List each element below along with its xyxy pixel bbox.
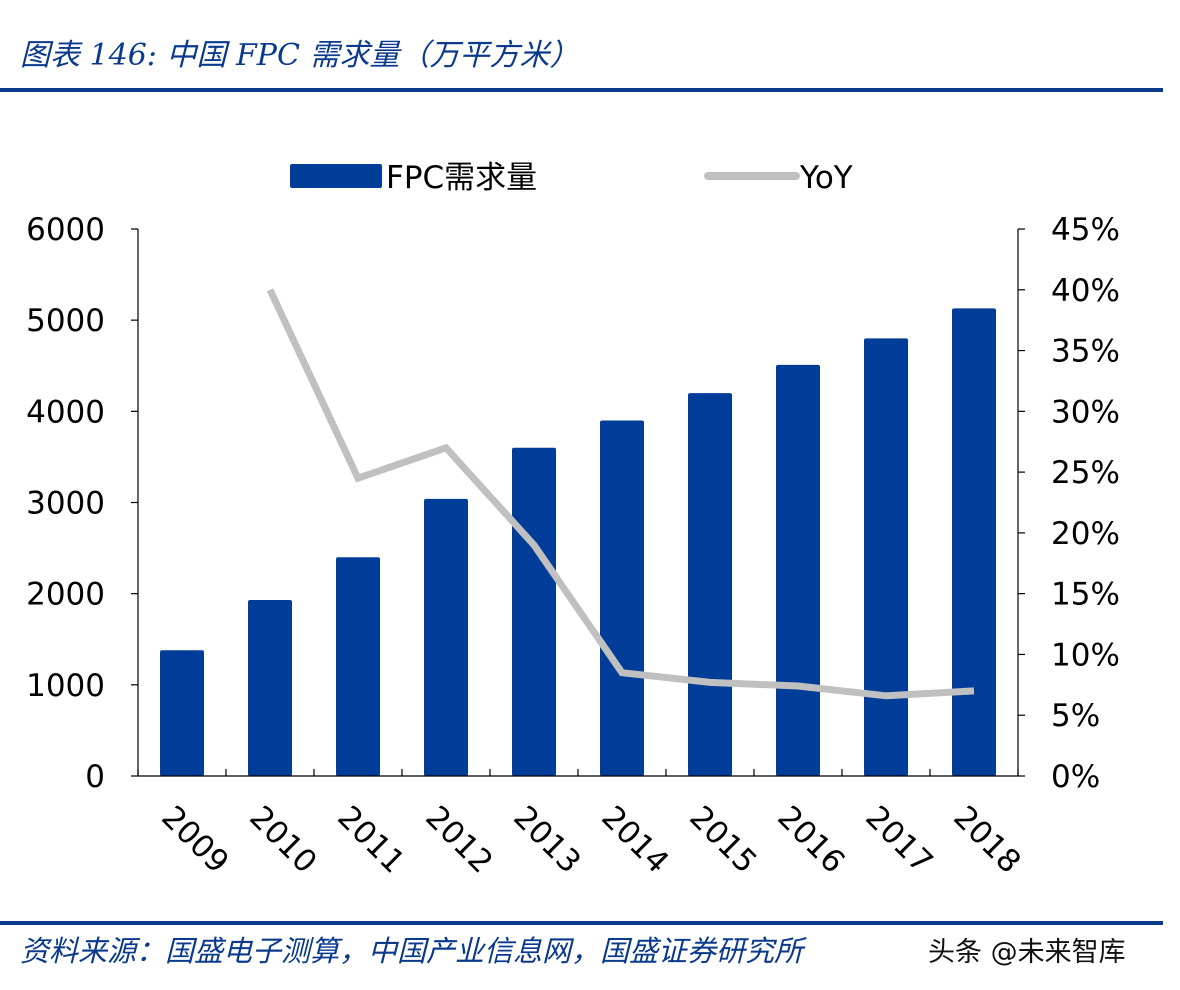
- bar-2015: [688, 393, 732, 776]
- y-right-tick-label: 15%: [1051, 577, 1120, 613]
- y-right-tick-label: 0%: [1051, 759, 1100, 795]
- yoy-line-series: [266, 288, 975, 700]
- bar-2011: [336, 557, 380, 776]
- y-left-tick-label: 1000: [26, 668, 105, 704]
- x-tick-label-2009: 2009: [154, 799, 235, 880]
- bottom-rule: [0, 921, 1163, 925]
- source-note: 资料来源：国盛电子测算，中国产业信息网，国盛证券研究所: [20, 934, 804, 968]
- x-tick-label-2017: 2017: [858, 799, 939, 880]
- x-tick-label-2018: 2018: [946, 799, 1027, 880]
- y-left-tick-label: 6000: [26, 212, 105, 248]
- bar-2016: [776, 364, 820, 776]
- bar-2017: [864, 338, 908, 776]
- bar-2018: [952, 308, 996, 776]
- y-left-tick-label: 2000: [26, 577, 105, 613]
- x-tick-label-2016: 2016: [770, 799, 851, 880]
- bar-2014: [600, 420, 644, 776]
- bar-2009: [160, 650, 204, 776]
- x-tick-label-2015: 2015: [682, 799, 763, 880]
- y-right-tick-label: 40%: [1051, 273, 1120, 309]
- x-tick-label-2012: 2012: [418, 799, 499, 880]
- chart-title: 图表 146: 中国 FPC 需求量（万平方米）: [20, 38, 580, 73]
- y-right-tick-label: 30%: [1051, 394, 1120, 430]
- y-left-tick-label: 5000: [26, 303, 105, 339]
- bar-2013: [512, 447, 556, 776]
- x-tick-label-2011: 2011: [330, 799, 411, 880]
- legend-swatch-bar: [290, 164, 382, 188]
- top-rule: [0, 88, 1163, 92]
- y-right-tick-label: 35%: [1051, 334, 1120, 370]
- watermark: 头条 @未来智库: [928, 937, 1126, 968]
- y-right-tick-label: 20%: [1051, 516, 1120, 552]
- bar-series: [160, 308, 996, 776]
- y-right-tick-label: 5%: [1051, 698, 1100, 734]
- bar-2012: [424, 498, 468, 776]
- bar-2010: [248, 600, 292, 776]
- y-left-tick-label: 3000: [26, 486, 105, 522]
- x-tick-label-2010: 2010: [242, 799, 323, 880]
- legend-label-bar: FPC需求量: [386, 160, 537, 196]
- x-tick-label-2013: 2013: [506, 799, 587, 880]
- y-left-tick-label: 4000: [26, 394, 105, 430]
- y-right-tick-label: 45%: [1051, 212, 1120, 248]
- y-right-tick-label: 10%: [1051, 637, 1120, 673]
- x-tick-label-2014: 2014: [594, 799, 675, 880]
- legend: FPC需求量 YoY: [290, 160, 853, 196]
- y-right-tick-label: 25%: [1051, 455, 1120, 491]
- legend-label-line: YoY: [799, 160, 853, 196]
- y-left-tick-label: 0: [85, 759, 105, 795]
